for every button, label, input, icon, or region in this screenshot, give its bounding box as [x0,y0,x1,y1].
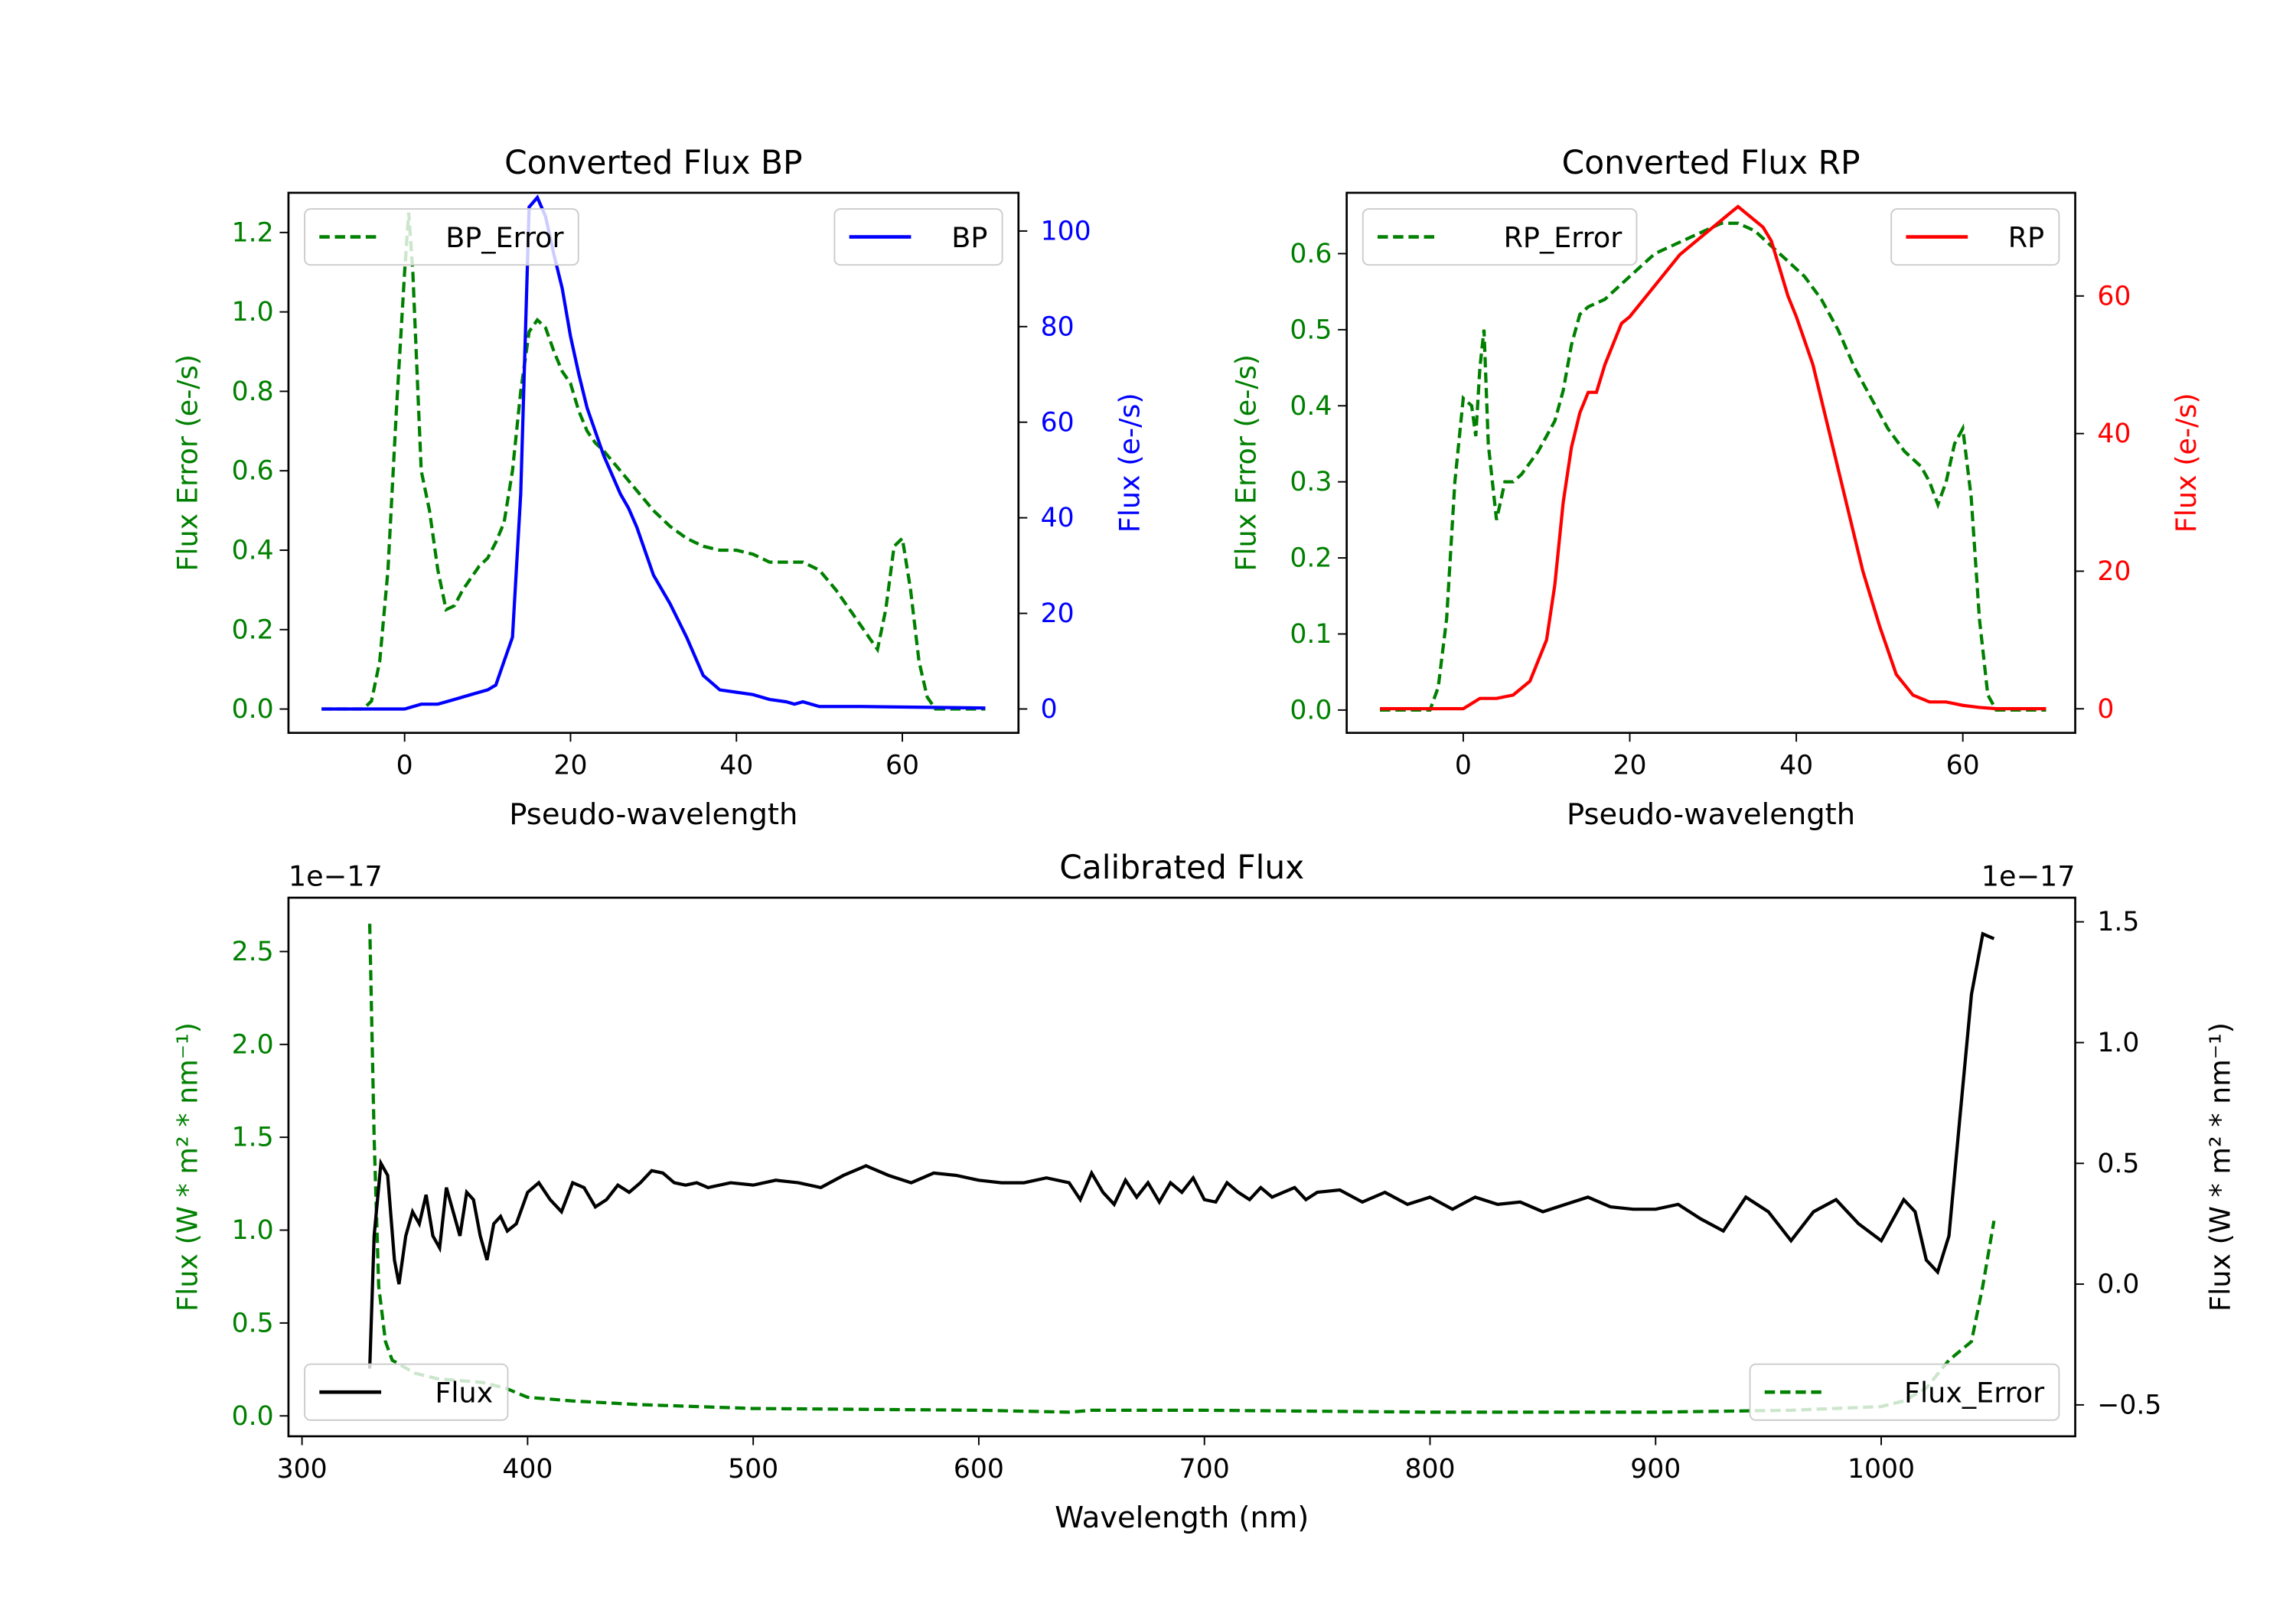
x-tick-label: 20 [553,751,587,781]
chart-1: Converted Flux BP 0 20 40 60 0.0 0.2 0.4 0.6 0.8 1… [171,144,1146,832]
legend-box [304,208,579,266]
chart-2: Converted Flux RP 0 20 40 60 0.0 0.1 0.2 0.3 0.4 0… [1229,144,2203,832]
y-right-axis-label: Flux (e-/s) [2170,393,2203,533]
y-right-tick-label: 1.0 [2097,1028,2139,1058]
x-tick-label: 700 [1179,1454,1230,1485]
series-line-Flux_Error [367,924,1996,1414]
y-left-offset-text: 1e−17 [289,860,383,893]
y-left-tick-label: 0.3 [1290,467,1332,497]
chart-title: Calibrated Flux [1059,849,1304,886]
axes-frame [287,191,1020,735]
y-right-tick-label: 40 [1041,503,1075,533]
x-tick-label: 300 [277,1454,328,1485]
axes-frame [1345,191,2076,735]
y-left-tick-label: 0.1 [1290,619,1332,650]
legend-Flux: Flux [304,1363,509,1421]
y-right-tick-label: 0.0 [2097,1270,2139,1300]
y-right-offset-text: 1e−17 [1981,860,2076,893]
y-left-tick-label: 0.6 [1290,239,1332,269]
series-line-RP [1380,204,2047,711]
y-left-axis-label: Flux Error (e-/s) [171,354,204,572]
x-tick-label: 60 [1946,751,1980,781]
y-left-axis-label: Flux Error (e-/s) [1229,354,1262,572]
series-line-Flux [367,931,1995,1369]
legend-Flux_Error: Flux_Error [1749,1363,2060,1421]
legend-label: RP_Error [1504,221,1623,254]
y-left-tick-label: 0.2 [1290,543,1332,574]
x-tick-label: 1000 [1848,1454,1915,1485]
x-tick-label: 900 [1630,1454,1681,1485]
legend-box [304,1363,509,1421]
y-left-tick-label: 0.5 [1290,315,1332,345]
y-right-tick-label: −0.5 [2097,1390,2161,1420]
chart-title: Converted Flux RP [1562,144,1861,181]
x-tick-label: 40 [719,751,753,781]
series-line-RP_Error [1380,221,2047,712]
chart-3: Calibrated Flux 300 400 500 600 700 800 900 1000… [171,849,2237,1535]
x-tick-label: 20 [1613,751,1646,781]
y-right-axis-label: Flux (e-/s) [1113,393,1146,533]
y-left-tick-label: 0.0 [1290,695,1332,725]
y-right-tick-label: 60 [1041,407,1075,438]
y-left-tick-label: 1.0 [232,1215,274,1246]
y-left-tick-label: 0.2 [232,614,274,645]
y-left-axis-label: Flux (W * m² * nm⁻¹) [171,1022,204,1312]
legend-box [833,208,1003,266]
y-left-tick-label: 0.6 [232,456,274,487]
y-left-tick-label: 0.0 [232,1401,274,1432]
legend-box [1749,1363,2060,1421]
legend-box [1890,208,2060,266]
y-left-tick-label: 2.0 [232,1029,274,1060]
x-tick-label: 800 [1404,1454,1455,1485]
legend-label: BP [951,221,987,254]
chart-title: Converted Flux BP [504,144,802,181]
x-tick-label: 0 [396,751,413,781]
legend-BP: BP [833,208,1003,266]
y-right-tick-label: 1.5 [2097,907,2139,937]
y-left-tick-label: 1.2 [232,217,274,248]
y-right-tick-label: 40 [2097,419,2131,449]
y-left-tick-label: 1.0 [232,297,274,328]
y-right-tick-label: 80 [1041,311,1075,342]
y-left-tick-label: 0.0 [232,694,274,725]
y-right-axis-label: Flux (W * m² * nm⁻¹) [2203,1022,2236,1312]
legend-box [1362,208,1638,266]
series-line-BP [321,194,986,711]
y-left-tick-label: 0.5 [232,1308,274,1338]
y-left-tick-label: 0.8 [232,376,274,407]
legend-label: Flux [435,1377,493,1410]
y-left-tick-label: 0.4 [232,536,274,566]
x-tick-label: 40 [1779,751,1813,781]
x-axis-label: Wavelength (nm) [1055,1501,1309,1535]
x-axis-label: Pseudo-wavelength [1567,797,1855,832]
legend-RP_Error: RP_Error [1362,208,1638,266]
y-left-tick-label: 2.5 [232,937,274,967]
y-right-tick-label: 0 [2097,694,2114,725]
x-tick-label: 0 [1455,751,1472,781]
y-right-tick-label: 60 [2097,281,2131,311]
legend-RP: RP [1890,208,2060,266]
y-right-tick-label: 0.5 [2097,1149,2139,1179]
y-left-tick-label: 0.4 [1290,391,1332,422]
x-tick-label: 400 [502,1454,553,1485]
y-right-tick-label: 0 [1041,694,1058,725]
axes-frame [287,896,2076,1438]
y-right-tick-label: 100 [1041,216,1091,246]
x-tick-label: 60 [885,751,919,781]
legend-label: BP_Error [445,221,564,254]
x-tick-label: 500 [728,1454,778,1485]
y-right-tick-label: 20 [2097,556,2131,587]
y-left-tick-label: 1.5 [232,1123,274,1153]
series-line-BP_Error [321,212,986,711]
legend-label: RP [2008,221,2044,254]
legend-label: Flux_Error [1904,1377,2045,1410]
x-tick-label: 600 [954,1454,1004,1485]
y-right-tick-label: 20 [1041,598,1075,629]
legend-BP_Error: BP_Error [304,208,579,266]
x-axis-label: Pseudo-wavelength [509,797,797,832]
